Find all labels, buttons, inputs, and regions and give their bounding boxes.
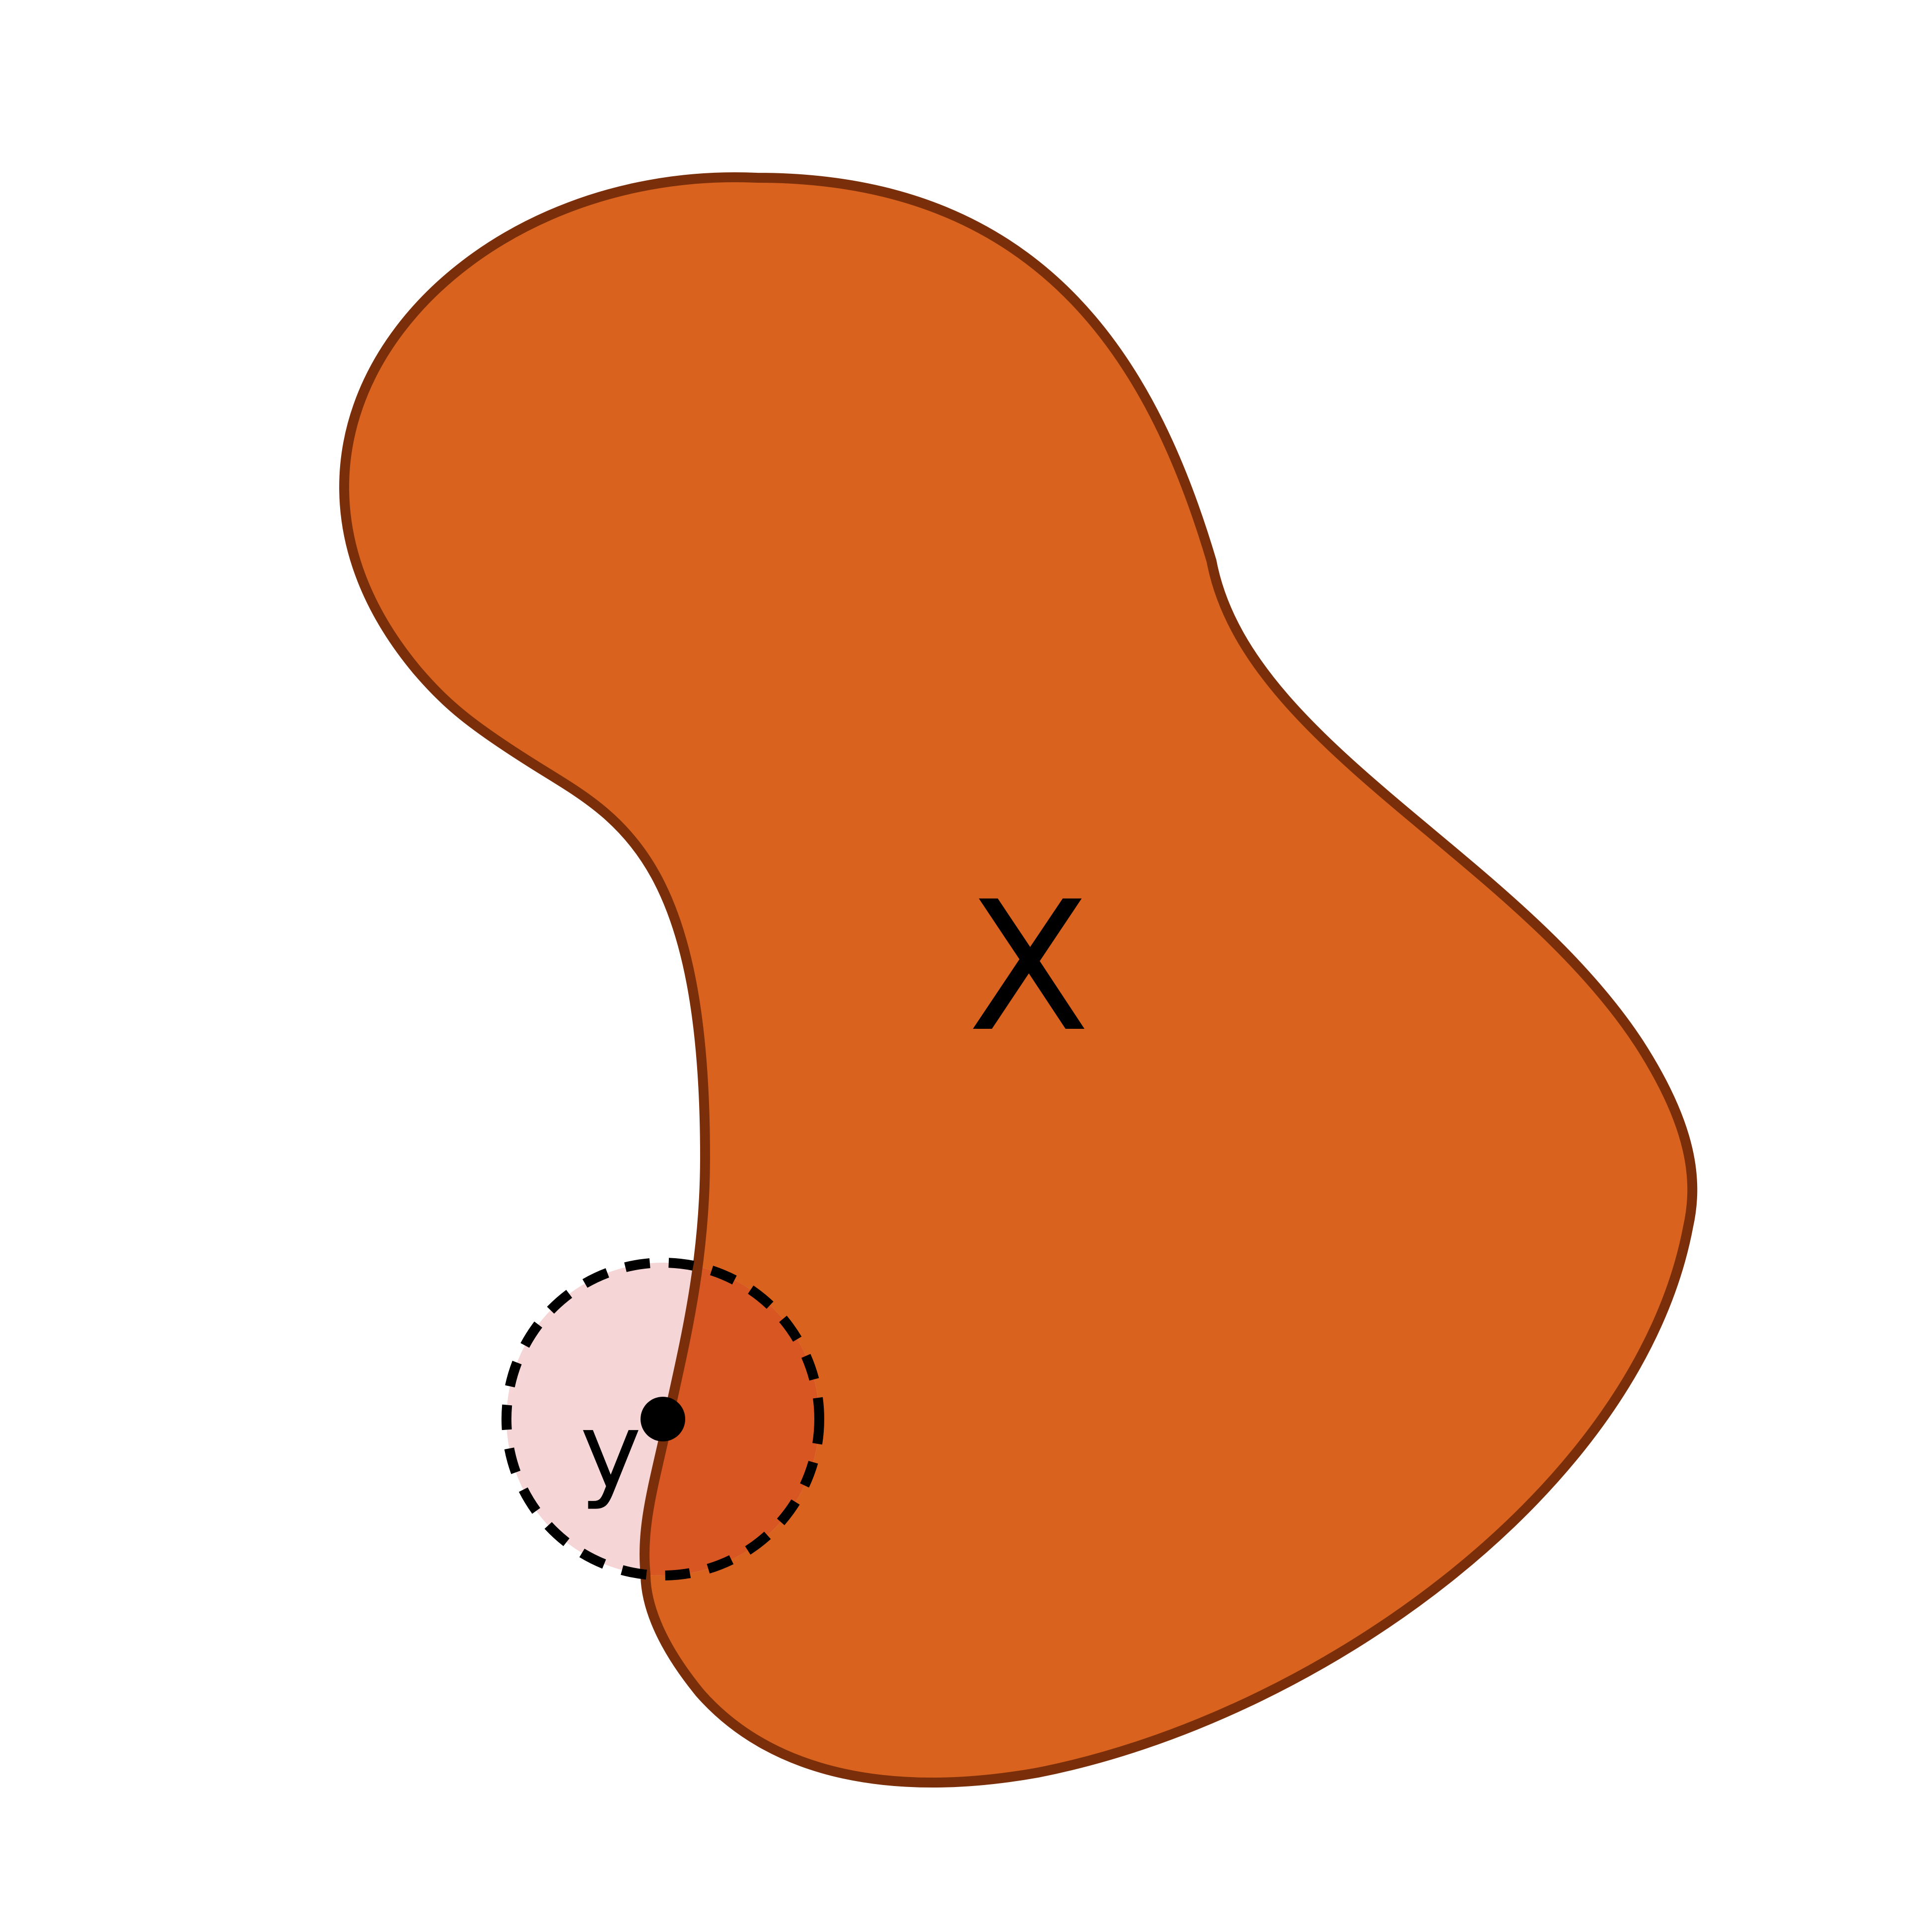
point-y-label: y bbox=[580, 1390, 642, 1512]
neighborhood-boundary bbox=[501, 1258, 824, 1580]
point-y-dot bbox=[641, 1397, 685, 1441]
region-x-label: X bbox=[968, 863, 1090, 1071]
